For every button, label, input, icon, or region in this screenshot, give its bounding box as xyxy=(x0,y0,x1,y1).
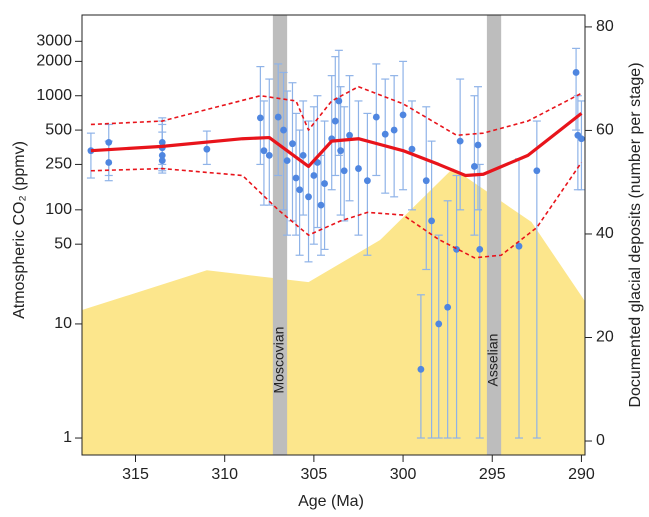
co2-point xyxy=(533,167,541,175)
error-bar xyxy=(390,75,399,198)
x-tick-label: 290 xyxy=(568,466,595,483)
error-bar xyxy=(399,60,408,191)
co2-point xyxy=(283,157,291,165)
stage-band xyxy=(486,15,502,455)
co2-point xyxy=(256,114,264,122)
error-bar xyxy=(452,174,461,439)
co2-point xyxy=(203,145,211,153)
co2-point xyxy=(105,138,113,146)
y-tick-label: 250 xyxy=(45,156,72,173)
co2-point xyxy=(435,320,443,328)
error-bar xyxy=(363,112,372,256)
error-bar xyxy=(577,100,585,191)
co2-point xyxy=(299,151,307,159)
y-tick-label: 2000 xyxy=(36,53,72,70)
co2-point xyxy=(578,135,585,143)
co2-point xyxy=(471,163,478,170)
co2-point xyxy=(310,172,318,179)
y-axis-label: Atmospheric CO₂ (ppmv) xyxy=(11,141,28,319)
x-tick-label: 300 xyxy=(390,466,417,483)
co2-point xyxy=(346,131,353,139)
co2-point xyxy=(372,113,380,121)
x-axis-label: Age (Ma) xyxy=(298,493,364,510)
co2-bound-line xyxy=(90,162,583,259)
co2-point xyxy=(381,130,389,138)
stage-label: Asselian xyxy=(485,334,501,387)
error-bar xyxy=(265,78,274,206)
co2-point xyxy=(105,159,113,166)
y-tick-label: 500 xyxy=(45,121,72,138)
error-bar xyxy=(422,106,431,271)
y2-tick-label: 40 xyxy=(596,225,614,242)
co2-point xyxy=(158,157,166,165)
y2-tick-label: 20 xyxy=(596,329,614,346)
co2-point xyxy=(474,141,482,149)
co2-point xyxy=(289,140,296,148)
co2-point xyxy=(408,145,416,153)
co2-point xyxy=(280,126,287,134)
co2-point xyxy=(456,137,464,145)
y2-tick-label: 80 xyxy=(596,18,614,35)
error-bar xyxy=(443,200,452,439)
y2-tick-label: 60 xyxy=(596,122,614,139)
co2-point xyxy=(305,193,312,201)
y-tick-label: 100 xyxy=(45,201,72,218)
glacial-area xyxy=(82,168,585,455)
x-tick-label: 305 xyxy=(301,466,328,483)
co2-point xyxy=(331,117,339,125)
co2-point xyxy=(296,186,304,194)
y-tick-label: 50 xyxy=(54,235,72,252)
error-bar xyxy=(340,106,349,222)
co2-point xyxy=(572,69,580,76)
co2-point xyxy=(399,111,407,119)
co2-point xyxy=(476,245,484,253)
error-bar xyxy=(434,234,443,439)
co2-point xyxy=(158,138,166,146)
y-tick-label: 1000 xyxy=(36,87,72,104)
co2-point xyxy=(337,147,345,155)
error-bar xyxy=(292,112,301,236)
co2-point xyxy=(444,303,452,311)
co2-point xyxy=(158,151,166,159)
co2-point xyxy=(265,151,273,159)
co2-point xyxy=(515,242,523,250)
y-tick-label: 3000 xyxy=(36,33,72,50)
co2-point xyxy=(335,97,343,105)
co2-point xyxy=(390,126,398,134)
error-bar xyxy=(304,120,313,263)
co2-point xyxy=(363,177,371,185)
co2-point xyxy=(274,113,282,121)
co2-point xyxy=(428,217,436,225)
co2-point xyxy=(292,174,300,182)
co2-point xyxy=(340,167,348,175)
co2-point xyxy=(321,180,328,187)
co2-point xyxy=(422,177,430,185)
x-tick-label: 295 xyxy=(479,466,506,483)
x-tick-label: 310 xyxy=(211,466,238,483)
co2-point xyxy=(355,165,362,172)
co2-bound-line xyxy=(90,85,582,137)
co2-point xyxy=(317,201,325,209)
co2-point xyxy=(260,147,268,155)
error-bar xyxy=(279,71,288,211)
error-bar xyxy=(327,75,336,191)
x-tick-label: 315 xyxy=(122,466,149,483)
stage-label: Moscovian xyxy=(271,327,287,394)
plot-area xyxy=(82,15,585,455)
y2-tick-label: 0 xyxy=(596,432,605,449)
y-tick-label: 1 xyxy=(63,429,72,446)
co2-point xyxy=(417,365,425,373)
error-bar xyxy=(573,95,582,191)
plot-frame xyxy=(81,14,586,456)
y2-axis-label: Documented glacial deposits (number per … xyxy=(627,62,644,407)
y-tick-label: 10 xyxy=(54,315,72,332)
error-bar xyxy=(427,140,436,439)
error-bar xyxy=(331,56,340,177)
co2-median-line xyxy=(90,112,583,178)
